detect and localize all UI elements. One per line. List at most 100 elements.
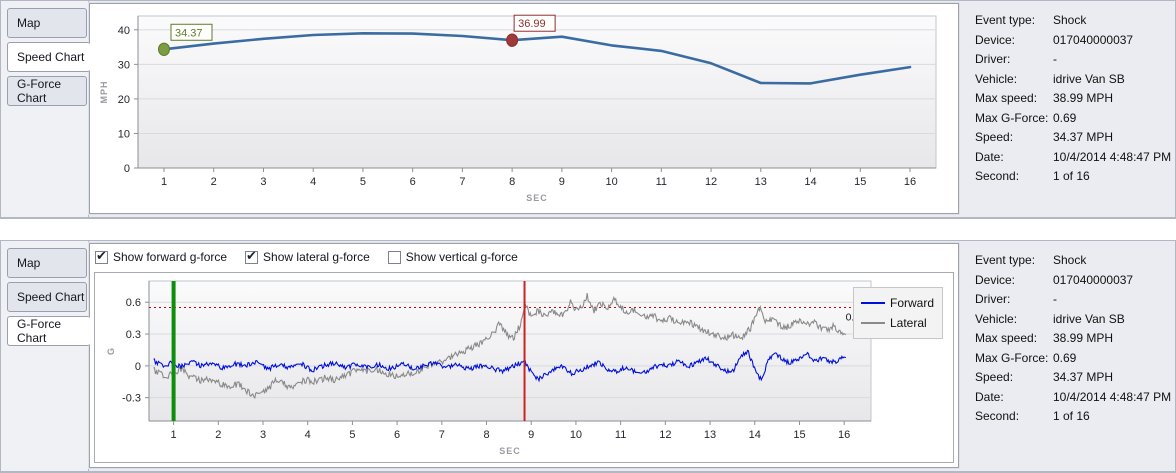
info-value: 34.37 MPH [1053,130,1114,144]
info-label: Device: [975,272,1016,287]
svg-text:2: 2 [211,176,217,188]
top-tab-speed-chart[interactable]: Speed Chart [7,42,90,72]
svg-text:12: 12 [705,176,717,188]
svg-text:10: 10 [605,176,617,188]
info-value: 0.69 [1053,350,1077,365]
svg-text:1: 1 [161,176,167,188]
svg-text:14: 14 [804,176,816,188]
info-value: 38.99 MPH [1053,331,1114,345]
svg-text:10: 10 [118,128,130,140]
checkbox-icon[interactable] [387,250,401,264]
info-label: Max speed: [975,91,1038,105]
svg-text:MPH: MPH [99,81,109,104]
svg-text:6: 6 [410,176,416,188]
info-label: Second: [975,169,1020,183]
top-tabstrip: Map Speed Chart G-Force Chart [1,1,90,217]
svg-text:6: 6 [394,429,400,441]
svg-text:SEC: SEC [499,446,521,456]
svg-text:8: 8 [483,429,489,441]
svg-text:16: 16 [838,429,850,441]
gforce-chart-panel: Map Speed Chart G-Force Chart Show forwa… [0,240,1176,473]
info-label: Event type: [975,253,1036,267]
series-forward [153,349,847,383]
info-value: Shock [1053,13,1087,27]
lateral-line-swatch [860,322,885,324]
info-label: Driver: [975,292,1011,306]
speed-chart-card: 0 10 20 30 40 1 2 3 4 5 6 7 8 9 10 11 12 13 14 15 16 SEC MPH 34… [88,2,960,215]
top-tab-map[interactable]: Map [7,8,87,38]
info-label: Vehicle: [975,71,1018,86]
chart-legend: Forward Lateral [852,287,943,339]
checkbox-icon[interactable] [95,248,108,264]
info-value: 017040000037 [1053,272,1134,287]
svg-text:7: 7 [459,176,465,188]
info-label: Date: [975,389,1004,404]
svg-text:0: 0 [124,163,130,175]
gforce-chart-card: Show forward g-force Show lateral g-forc… [88,242,960,469]
svg-text:20: 20 [118,94,130,106]
svg-text:1: 1 [171,429,177,441]
svg-text:8: 8 [509,176,515,188]
svg-text:-0.3: -0.3 [122,393,141,405]
info-value: 1 of 16 [1053,409,1090,423]
show-lateral-gforce-checkbox[interactable]: Show lateral g-force [245,248,370,264]
bottom-tab-gforce-chart[interactable]: G-Force Chart [7,316,90,346]
info-label: Max G-Force: [975,350,1049,365]
info-label: Max speed: [975,331,1038,345]
svg-text:11: 11 [615,429,626,441]
legend-item-lateral: Lateral [860,313,934,333]
info-label: Speed: [975,370,1014,384]
svg-text:14: 14 [749,429,761,441]
checkbox-icon[interactable] [245,248,259,264]
top-tab-gforce-chart[interactable]: G-Force Chart [7,76,87,106]
svg-text:40: 40 [118,25,130,37]
gforce-options-row: Show forward g-force Show lateral g-forc… [90,244,958,270]
info-value: - [1053,292,1057,306]
svg-text:0.6: 0.6 [126,297,141,309]
event-info-panel-bottom: Event type: Shock Device: 017040000037 Dri… [963,241,1175,471]
marker-start [158,42,170,56]
bottom-tab-map[interactable]: Map [7,248,87,278]
svg-text:3: 3 [260,429,266,441]
info-label: Max G-Force: [975,110,1049,125]
svg-text:3: 3 [260,176,266,188]
bottom-tab-speed-chart[interactable]: Speed Chart [7,282,87,312]
info-label: Event type: [975,13,1036,27]
checkbox-label: Show lateral g-force [263,250,370,264]
checkbox-label: Show vertical g-force [405,250,518,264]
info-value: Shock [1053,253,1087,267]
legend-label: Forward [889,296,934,310]
info-value: 38.99 MPH [1053,91,1114,105]
svg-text:4: 4 [310,176,316,188]
info-label: Speed: [975,130,1014,144]
info-value: 017040000037 [1053,32,1134,47]
info-value: 10/4/2014 4:48:47 PM [1053,389,1172,404]
legend-item-forward: Forward [860,293,934,313]
show-forward-gforce-checkbox[interactable]: Show forward g-force [95,248,227,264]
speed-chart-panel: Map Speed Chart G-Force Chart 0 10 20 30 40 1… [0,0,1176,219]
marker-current-second [506,33,519,47]
info-label: Vehicle: [975,311,1018,326]
svg-text:G: G [106,347,116,355]
info-value: - [1053,52,1057,66]
info-label: Second: [975,409,1020,423]
info-value: 10/4/2014 4:48:47 PM [1053,149,1172,164]
info-value: idrive Van SB [1053,311,1125,326]
svg-text:10: 10 [570,429,582,441]
show-vertical-gforce-checkbox[interactable]: Show vertical g-force [387,250,518,264]
info-value: 1 of 16 [1053,169,1090,183]
svg-text:4: 4 [305,429,311,441]
svg-text:11: 11 [656,176,667,188]
series-lateral [153,293,847,400]
forward-line-swatch [860,302,885,304]
info-label: Device: [975,32,1016,47]
gforce-chart[interactable]: -0.300.30.612345678910111213141516SECG0.… [95,273,957,465]
svg-text:34.37: 34.37 [175,27,203,39]
info-value: 34.37 MPH [1053,370,1114,384]
gforce-plot-box: -0.300.30.612345678910111213141516SECG0.… [94,272,954,463]
svg-text:13: 13 [755,176,767,188]
legend-label: Lateral [889,316,927,330]
svg-text:7: 7 [439,429,445,441]
svg-text:12: 12 [659,429,671,441]
